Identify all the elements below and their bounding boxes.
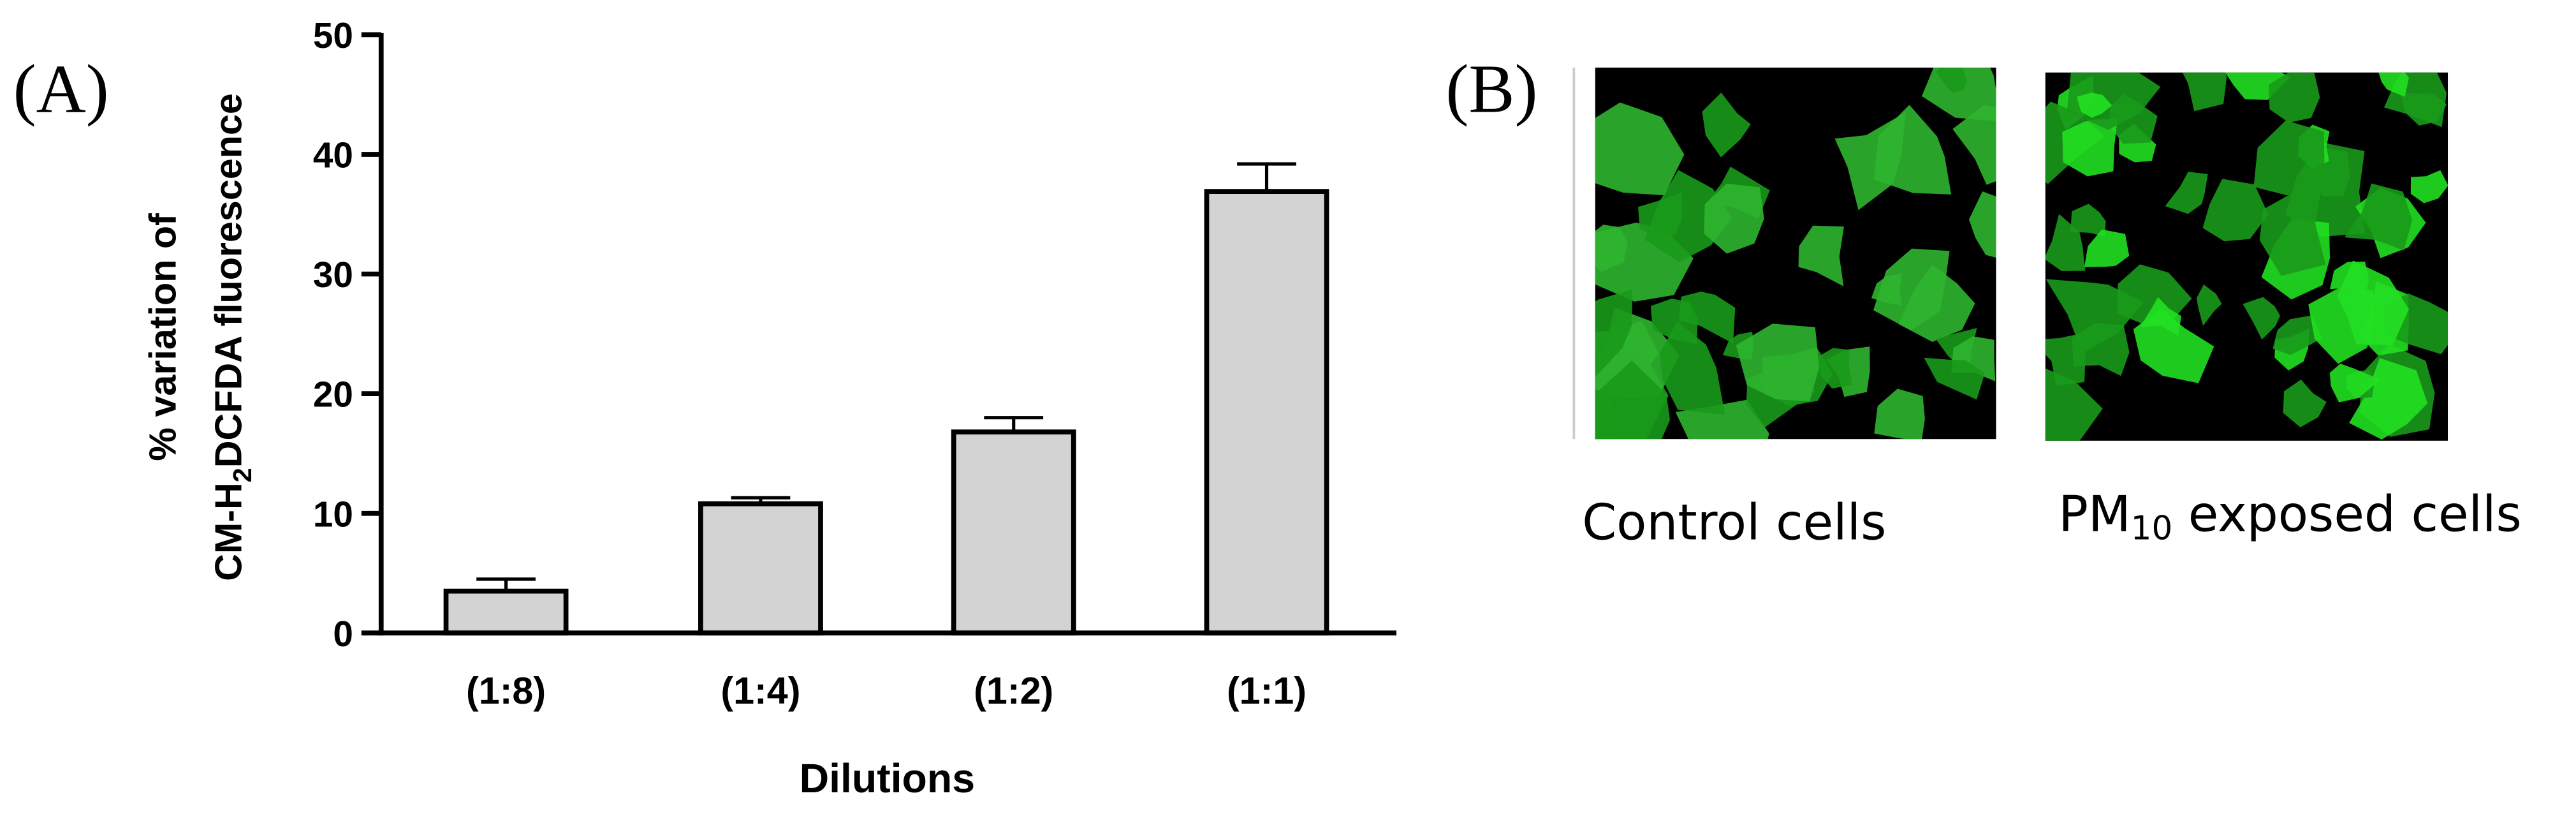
y-label-line: CM-H2DCFDA fluorescence — [207, 93, 257, 581]
cell — [2062, 117, 2118, 177]
cell — [1736, 323, 1820, 402]
cell — [1595, 360, 1671, 440]
cell — [2202, 179, 2269, 242]
y-label-part: DCFDA fluorescence — [207, 93, 250, 468]
cell — [2253, 120, 2325, 196]
x-tick-label: (1:8) — [466, 669, 546, 712]
cell — [2243, 297, 2280, 340]
cell — [2070, 204, 2106, 237]
y-tick-label: 50 — [313, 16, 353, 56]
cell — [1818, 348, 1853, 389]
cell — [2329, 363, 2381, 403]
cell — [2344, 183, 2413, 251]
cell — [1798, 225, 1844, 286]
cell — [2045, 368, 2103, 441]
cell — [1922, 67, 1996, 121]
caption-part: PM — [2058, 486, 2130, 544]
cell — [2378, 72, 2409, 97]
cell — [2272, 315, 2322, 355]
cell — [1704, 183, 1764, 254]
image-caption: PM10 exposed cells — [2058, 486, 2521, 548]
cell — [2337, 260, 2409, 346]
cell — [2045, 279, 2144, 353]
caption-part: exposed cells — [2172, 486, 2522, 544]
bar — [698, 501, 823, 636]
panel-label: (A) — [13, 52, 109, 128]
panel-label: (B) — [1445, 52, 1537, 128]
cell — [2283, 379, 2327, 427]
y-tick-label: 30 — [313, 255, 353, 295]
cell — [2259, 189, 2326, 276]
cell — [2400, 93, 2447, 126]
cell — [1873, 248, 1950, 330]
cells — [2045, 72, 2448, 441]
cell — [1874, 389, 1925, 440]
y-label-sub: 2 — [228, 468, 257, 482]
cell — [1595, 225, 1628, 272]
image-caption: Control cells — [1582, 494, 1886, 551]
bar — [951, 429, 1076, 636]
cell — [1595, 102, 1685, 196]
cell — [1924, 357, 1985, 400]
y-label-line: % variation of — [142, 213, 184, 461]
y-tick-label: 20 — [313, 375, 353, 415]
x-axis-label: Dilutions — [800, 755, 976, 801]
cell — [2084, 229, 2130, 267]
cell — [1678, 292, 1736, 344]
cell — [2410, 170, 2448, 204]
cells — [1595, 67, 1996, 440]
cell — [1871, 273, 1903, 306]
cell-image — [1595, 67, 1996, 440]
cell — [2182, 72, 2227, 112]
x-tick-label: (1:1) — [1227, 669, 1306, 712]
cell — [2140, 297, 2182, 336]
cell — [2196, 285, 2222, 326]
cell — [2076, 93, 2112, 118]
cell — [1952, 105, 1996, 185]
y-tick-label: 10 — [313, 494, 353, 535]
y-tick-label: 40 — [313, 136, 353, 176]
cell — [1659, 322, 1725, 415]
cell — [2165, 172, 2208, 214]
cell — [1595, 289, 1633, 378]
y-tick-label: 0 — [333, 614, 353, 655]
bar — [443, 588, 569, 636]
x-tick-label: (1:2) — [974, 669, 1053, 712]
cell — [1873, 105, 1952, 195]
cell-image — [2045, 72, 2448, 441]
cell — [2133, 308, 2214, 383]
cell — [2072, 323, 2130, 376]
cell — [2268, 72, 2320, 123]
y-axis-label: % variation of CM-H2DCFDA fluorescence — [142, 93, 258, 581]
cell — [1968, 191, 1996, 258]
bar — [1204, 189, 1329, 636]
cell — [2349, 358, 2428, 440]
cell — [1936, 67, 1967, 93]
x-tick-label: (1:4) — [721, 669, 800, 712]
caption-sub: 10 — [2131, 509, 2173, 547]
y-label-part: CM-H — [207, 482, 250, 581]
cell — [1702, 93, 1751, 158]
